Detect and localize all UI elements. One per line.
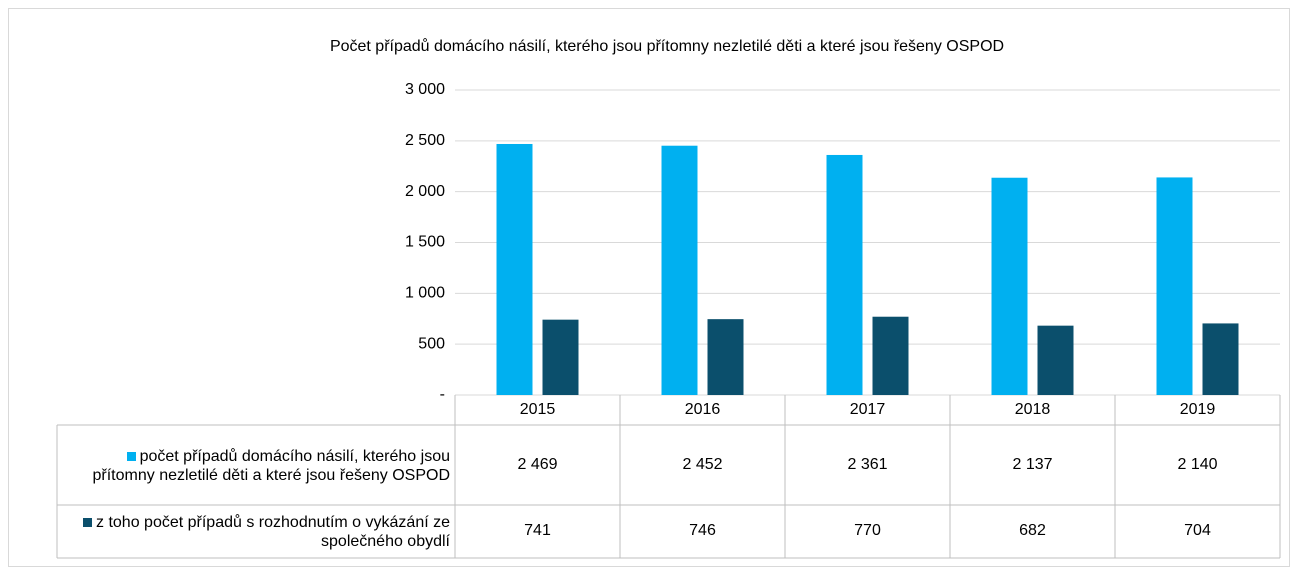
bar (496, 143, 533, 395)
y-tick-label: 2 000 (405, 183, 445, 200)
legend-label: z toho počet případů s rozhodnutím o vyk… (96, 514, 450, 550)
legend-swatch (126, 451, 136, 461)
legend-label: počet případů domácího násilí, kterého j… (92, 447, 451, 484)
chart-border (8, 8, 1290, 567)
legend-swatch (83, 518, 93, 527)
bar (707, 319, 744, 395)
y-tick-label: 500 (418, 335, 445, 352)
table-value: 770 (854, 522, 881, 539)
y-tick-label: 1 000 (405, 285, 445, 302)
legend-entry: z toho počet případů s rozhodnutím o vyk… (60, 506, 450, 558)
legend-cell: z toho počet případů s rozhodnutím o vyk… (60, 513, 450, 551)
table-value: 2 469 (517, 456, 557, 473)
table-value: 2 137 (1012, 456, 1052, 473)
bar (826, 154, 863, 395)
chart-title: Počet případů domácího násilí, kterého j… (330, 37, 1004, 55)
legend-cell: počet případů domácího násilí, kterého j… (60, 447, 451, 485)
table-value: 2 452 (682, 456, 722, 473)
table-value: 704 (1184, 522, 1211, 539)
bar (991, 177, 1028, 395)
y-tick-label: 1 500 (405, 234, 445, 251)
bar (661, 145, 698, 395)
bar (1156, 177, 1193, 395)
table-value: 2 361 (847, 456, 887, 473)
x-tick-label: 2017 (850, 401, 886, 418)
legend-entry: počet případů domácího násilí, kterého j… (60, 426, 451, 505)
x-tick-label: 2018 (1015, 401, 1051, 418)
table-value: 682 (1019, 522, 1046, 539)
bar (1037, 325, 1074, 395)
y-tick-label: 2 500 (405, 132, 445, 149)
table-value: 746 (689, 522, 716, 539)
table-value: 741 (524, 522, 551, 539)
x-tick-label: 2015 (520, 401, 556, 418)
bar (872, 316, 909, 395)
table-value: 2 140 (1177, 456, 1217, 473)
y-tick-label: - (440, 386, 445, 403)
x-tick-label: 2019 (1180, 401, 1216, 418)
y-tick-label: 3 000 (405, 81, 445, 98)
bar (1202, 323, 1239, 395)
bar (542, 319, 579, 395)
x-tick-label: 2016 (685, 401, 721, 418)
